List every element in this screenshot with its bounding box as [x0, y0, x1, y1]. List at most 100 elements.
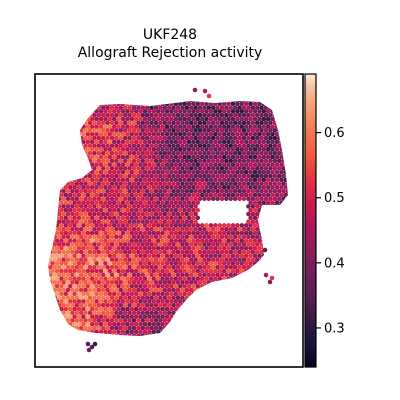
spot: [61, 188, 66, 194]
spot: [61, 310, 66, 316]
spot: [166, 173, 172, 179]
spot: [81, 261, 86, 266]
spot: [118, 302, 124, 308]
spot: [81, 192, 86, 198]
spot: [142, 192, 148, 198]
spot: [81, 177, 86, 183]
spot: [87, 120, 93, 126]
spot: [270, 185, 275, 190]
spot: [175, 166, 181, 171]
spot: [133, 109, 139, 114]
spot: [72, 276, 77, 281]
spot: [239, 147, 245, 152]
spot: [109, 318, 115, 323]
spot: [164, 139, 170, 145]
spot: [235, 101, 240, 107]
spot: [276, 143, 282, 148]
spot: [204, 154, 209, 160]
spot: [142, 124, 148, 129]
spot: [239, 238, 245, 243]
spot: [263, 173, 269, 179]
spot: [224, 249, 229, 255]
spot: [202, 242, 207, 247]
spot: [246, 242, 251, 247]
spot: [131, 143, 137, 148]
spot: [206, 158, 212, 164]
spot: [239, 192, 245, 198]
spot: [138, 200, 143, 205]
spot: [133, 207, 139, 213]
spot: [122, 295, 128, 300]
spot: [140, 219, 146, 224]
spot: [195, 276, 201, 281]
spot: [147, 169, 152, 175]
spot: [120, 215, 126, 221]
spot: [78, 318, 84, 323]
spot: [127, 272, 132, 278]
spot: [116, 321, 121, 327]
spot: [85, 185, 91, 190]
spot: [105, 310, 110, 316]
spot: [107, 253, 113, 259]
spot: [118, 234, 124, 240]
spot: [85, 124, 91, 129]
spot: [142, 154, 148, 160]
spot: [116, 207, 121, 213]
spot: [127, 143, 132, 148]
spot: [268, 135, 273, 141]
spot: [76, 261, 82, 266]
spot: [85, 314, 91, 319]
spot: [52, 272, 58, 278]
spot: [103, 314, 108, 319]
spot: [144, 318, 150, 323]
spot: [243, 154, 249, 160]
spot: [193, 211, 198, 217]
spot: [122, 219, 128, 224]
spot: [133, 215, 139, 221]
spot: [197, 257, 203, 262]
spot: [160, 230, 165, 236]
spot: [155, 147, 161, 152]
spot: [107, 162, 113, 167]
spot: [171, 204, 176, 209]
spot: [248, 253, 253, 259]
spot: [138, 177, 143, 183]
spot: [248, 101, 253, 107]
spot: [92, 188, 97, 194]
spot: [111, 321, 117, 327]
spot: [217, 177, 223, 183]
spot: [166, 295, 172, 300]
spot: [169, 109, 174, 114]
spot: [164, 238, 170, 243]
spot: [67, 283, 73, 289]
spot: [160, 154, 165, 160]
spot: [182, 200, 187, 205]
spot: [199, 124, 205, 129]
spot: [186, 261, 192, 266]
spot: [100, 264, 106, 270]
spot: [122, 204, 128, 209]
spot: [199, 177, 205, 183]
spot: [235, 169, 240, 175]
spot: [85, 139, 91, 145]
spot: [188, 211, 194, 217]
spot: [204, 116, 209, 122]
spot: [270, 200, 275, 205]
spot: [96, 219, 102, 224]
spot: [114, 295, 119, 300]
spot: [180, 287, 185, 293]
spot: [261, 147, 267, 152]
spot: [76, 314, 82, 319]
spot: [114, 219, 119, 224]
spot: [111, 215, 117, 221]
spot: [259, 181, 264, 186]
spot: [109, 166, 115, 171]
spot: [76, 245, 82, 251]
spot: [160, 207, 165, 213]
spot: [142, 314, 148, 319]
spot: [125, 238, 130, 243]
spot: [125, 253, 130, 259]
spot: [87, 143, 93, 148]
spot: [151, 329, 157, 335]
spot: [87, 173, 93, 179]
